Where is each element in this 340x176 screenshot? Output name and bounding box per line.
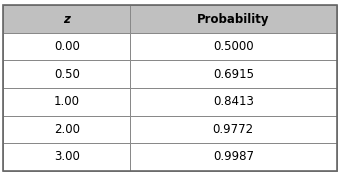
Text: 0.5000: 0.5000: [213, 40, 254, 53]
Bar: [3, 116, 130, 143]
Text: 0.6915: 0.6915: [213, 68, 254, 81]
Bar: [3, 143, 130, 171]
Bar: [130, 60, 337, 88]
Text: 1.00: 1.00: [54, 95, 80, 108]
Text: 2.00: 2.00: [54, 123, 80, 136]
Bar: [130, 33, 337, 60]
Text: 0.9987: 0.9987: [213, 150, 254, 164]
Bar: [130, 116, 337, 143]
Bar: [3, 88, 130, 116]
Text: Probability: Probability: [197, 12, 270, 26]
Bar: [130, 5, 337, 33]
Bar: [130, 88, 337, 116]
Text: 3.00: 3.00: [54, 150, 80, 164]
Bar: [3, 5, 130, 33]
Text: 0.9772: 0.9772: [213, 123, 254, 136]
Text: 0.00: 0.00: [54, 40, 80, 53]
Text: 0.50: 0.50: [54, 68, 80, 81]
Bar: [3, 33, 130, 60]
Bar: [3, 60, 130, 88]
Text: 0.8413: 0.8413: [213, 95, 254, 108]
Text: z: z: [63, 12, 70, 26]
Bar: [130, 143, 337, 171]
